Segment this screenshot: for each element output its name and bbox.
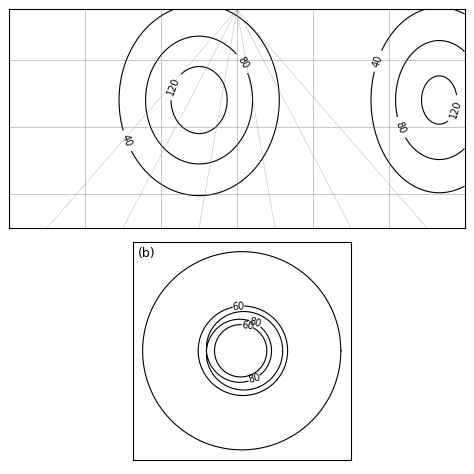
Text: 40: 40 — [120, 133, 134, 148]
Text: 60: 60 — [232, 301, 245, 311]
Text: 120: 120 — [165, 76, 182, 97]
Text: 80: 80 — [247, 373, 261, 385]
Text: 80: 80 — [235, 55, 250, 71]
Text: (b): (b) — [137, 246, 155, 260]
Text: 80: 80 — [394, 120, 408, 135]
Point — [238, 347, 246, 355]
Point — [238, 347, 246, 355]
Text: 40: 40 — [371, 54, 384, 68]
Text: 120: 120 — [448, 99, 463, 119]
Text: 60: 60 — [241, 319, 254, 331]
Text: 80: 80 — [248, 317, 263, 329]
